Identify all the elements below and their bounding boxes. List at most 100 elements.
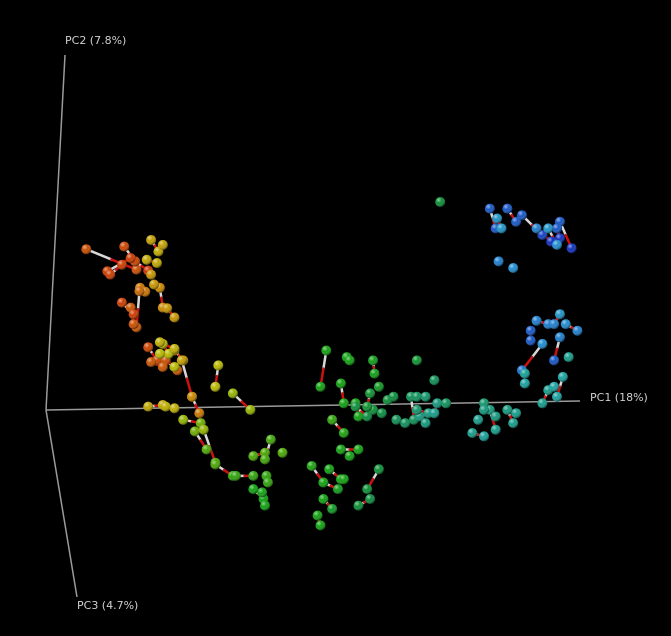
sample-point[interactable] (537, 338, 548, 349)
sample-point[interactable] (362, 484, 373, 495)
sample-point[interactable] (511, 408, 522, 419)
sample-point[interactable] (260, 500, 270, 511)
sample-point[interactable] (479, 404, 489, 415)
sample-point[interactable] (157, 362, 168, 372)
sample-point[interactable] (333, 484, 343, 495)
sample-point[interactable] (213, 360, 224, 371)
sample-point[interactable] (327, 503, 338, 514)
sample-point[interactable] (335, 444, 346, 455)
sample-point[interactable] (210, 459, 221, 470)
sample-point[interactable] (549, 319, 560, 330)
sample-point[interactable] (318, 477, 329, 488)
sample-point[interactable] (344, 355, 355, 366)
sample-point[interactable] (557, 371, 568, 382)
sample-point[interactable] (549, 355, 560, 366)
sample-point[interactable] (537, 230, 548, 240)
sample-point[interactable] (306, 461, 317, 471)
sample-point[interactable] (543, 223, 554, 234)
sample-point[interactable] (257, 487, 268, 498)
sample-point[interactable] (350, 401, 361, 412)
sample-point[interactable] (549, 381, 560, 392)
sample-point[interactable] (508, 418, 519, 429)
sample-point[interactable] (169, 403, 180, 414)
sample-point[interactable] (441, 398, 452, 409)
sample-point[interactable] (169, 312, 180, 323)
sample-point[interactable] (154, 348, 165, 359)
sample-point[interactable] (560, 319, 571, 330)
sample-point[interactable] (134, 286, 145, 297)
sample-point[interactable] (245, 404, 256, 415)
sample-point[interactable] (198, 424, 209, 435)
sample-point[interactable] (338, 428, 349, 438)
sample-point[interactable] (519, 378, 530, 389)
sample-point[interactable] (552, 223, 562, 234)
sample-point[interactable] (154, 337, 165, 348)
sample-point[interactable] (511, 216, 522, 227)
sample-point[interactable] (149, 279, 160, 290)
sample-point[interactable] (201, 444, 212, 455)
sample-point[interactable] (365, 388, 376, 399)
sample-point[interactable] (81, 244, 92, 255)
sample-point[interactable] (178, 414, 189, 425)
sample-point[interactable] (146, 357, 157, 368)
sample-point[interactable] (376, 408, 387, 419)
sample-point[interactable] (368, 355, 379, 366)
sample-point[interactable] (519, 368, 530, 379)
sample-point[interactable] (327, 414, 338, 425)
sample-point[interactable] (324, 464, 335, 475)
sample-point[interactable] (312, 510, 323, 521)
sample-point[interactable] (162, 303, 173, 314)
sample-point[interactable] (318, 494, 329, 504)
sample-point[interactable] (429, 408, 440, 419)
sample-point[interactable] (467, 428, 478, 438)
sample-point[interactable] (125, 253, 136, 264)
sample-point[interactable] (525, 325, 536, 336)
sample-point[interactable] (516, 210, 527, 221)
sample-point[interactable] (572, 325, 583, 336)
sample-point[interactable] (105, 269, 116, 280)
sample-point[interactable] (362, 401, 373, 412)
sample-point[interactable] (391, 414, 402, 425)
sample-point[interactable] (388, 391, 399, 402)
sample-point[interactable] (210, 381, 221, 392)
sample-point[interactable] (552, 391, 562, 402)
sample-point[interactable] (531, 223, 542, 234)
sample-point[interactable] (353, 500, 364, 511)
sample-point[interactable] (315, 520, 326, 531)
sample-point[interactable] (146, 269, 157, 280)
sample-point[interactable] (411, 391, 422, 402)
sample-point[interactable] (116, 259, 127, 270)
sample-point[interactable] (435, 197, 446, 207)
sample-point[interactable] (189, 426, 200, 437)
sample-point[interactable] (429, 375, 440, 386)
sample-point[interactable] (248, 451, 259, 462)
sample-point[interactable] (362, 411, 373, 422)
sample-point[interactable] (265, 434, 276, 445)
sample-point[interactable] (194, 408, 205, 419)
sample-point[interactable] (260, 454, 270, 465)
sample-point[interactable] (525, 335, 536, 346)
sample-point[interactable] (552, 239, 562, 250)
sample-point[interactable] (143, 401, 154, 412)
sample-point[interactable] (369, 368, 380, 379)
sample-point[interactable] (277, 447, 288, 458)
sample-point[interactable] (554, 332, 565, 343)
sample-point[interactable] (490, 424, 501, 435)
sample-point[interactable] (353, 411, 364, 422)
sample-point[interactable] (496, 223, 507, 234)
sample-point[interactable] (353, 444, 364, 455)
sample-point[interactable] (563, 352, 574, 363)
sample-point[interactable] (508, 263, 519, 273)
sample-point[interactable] (493, 256, 504, 267)
sample-point[interactable] (566, 243, 577, 254)
sample-point[interactable] (143, 342, 154, 353)
sample-point[interactable] (373, 464, 384, 475)
sample-point[interactable] (248, 470, 259, 481)
sample-point[interactable] (160, 401, 171, 412)
sample-point[interactable] (151, 258, 162, 269)
sample-point[interactable] (169, 362, 180, 372)
sample-point[interactable] (400, 418, 411, 429)
sample-point[interactable] (484, 203, 495, 214)
sample-point[interactable] (131, 264, 142, 275)
